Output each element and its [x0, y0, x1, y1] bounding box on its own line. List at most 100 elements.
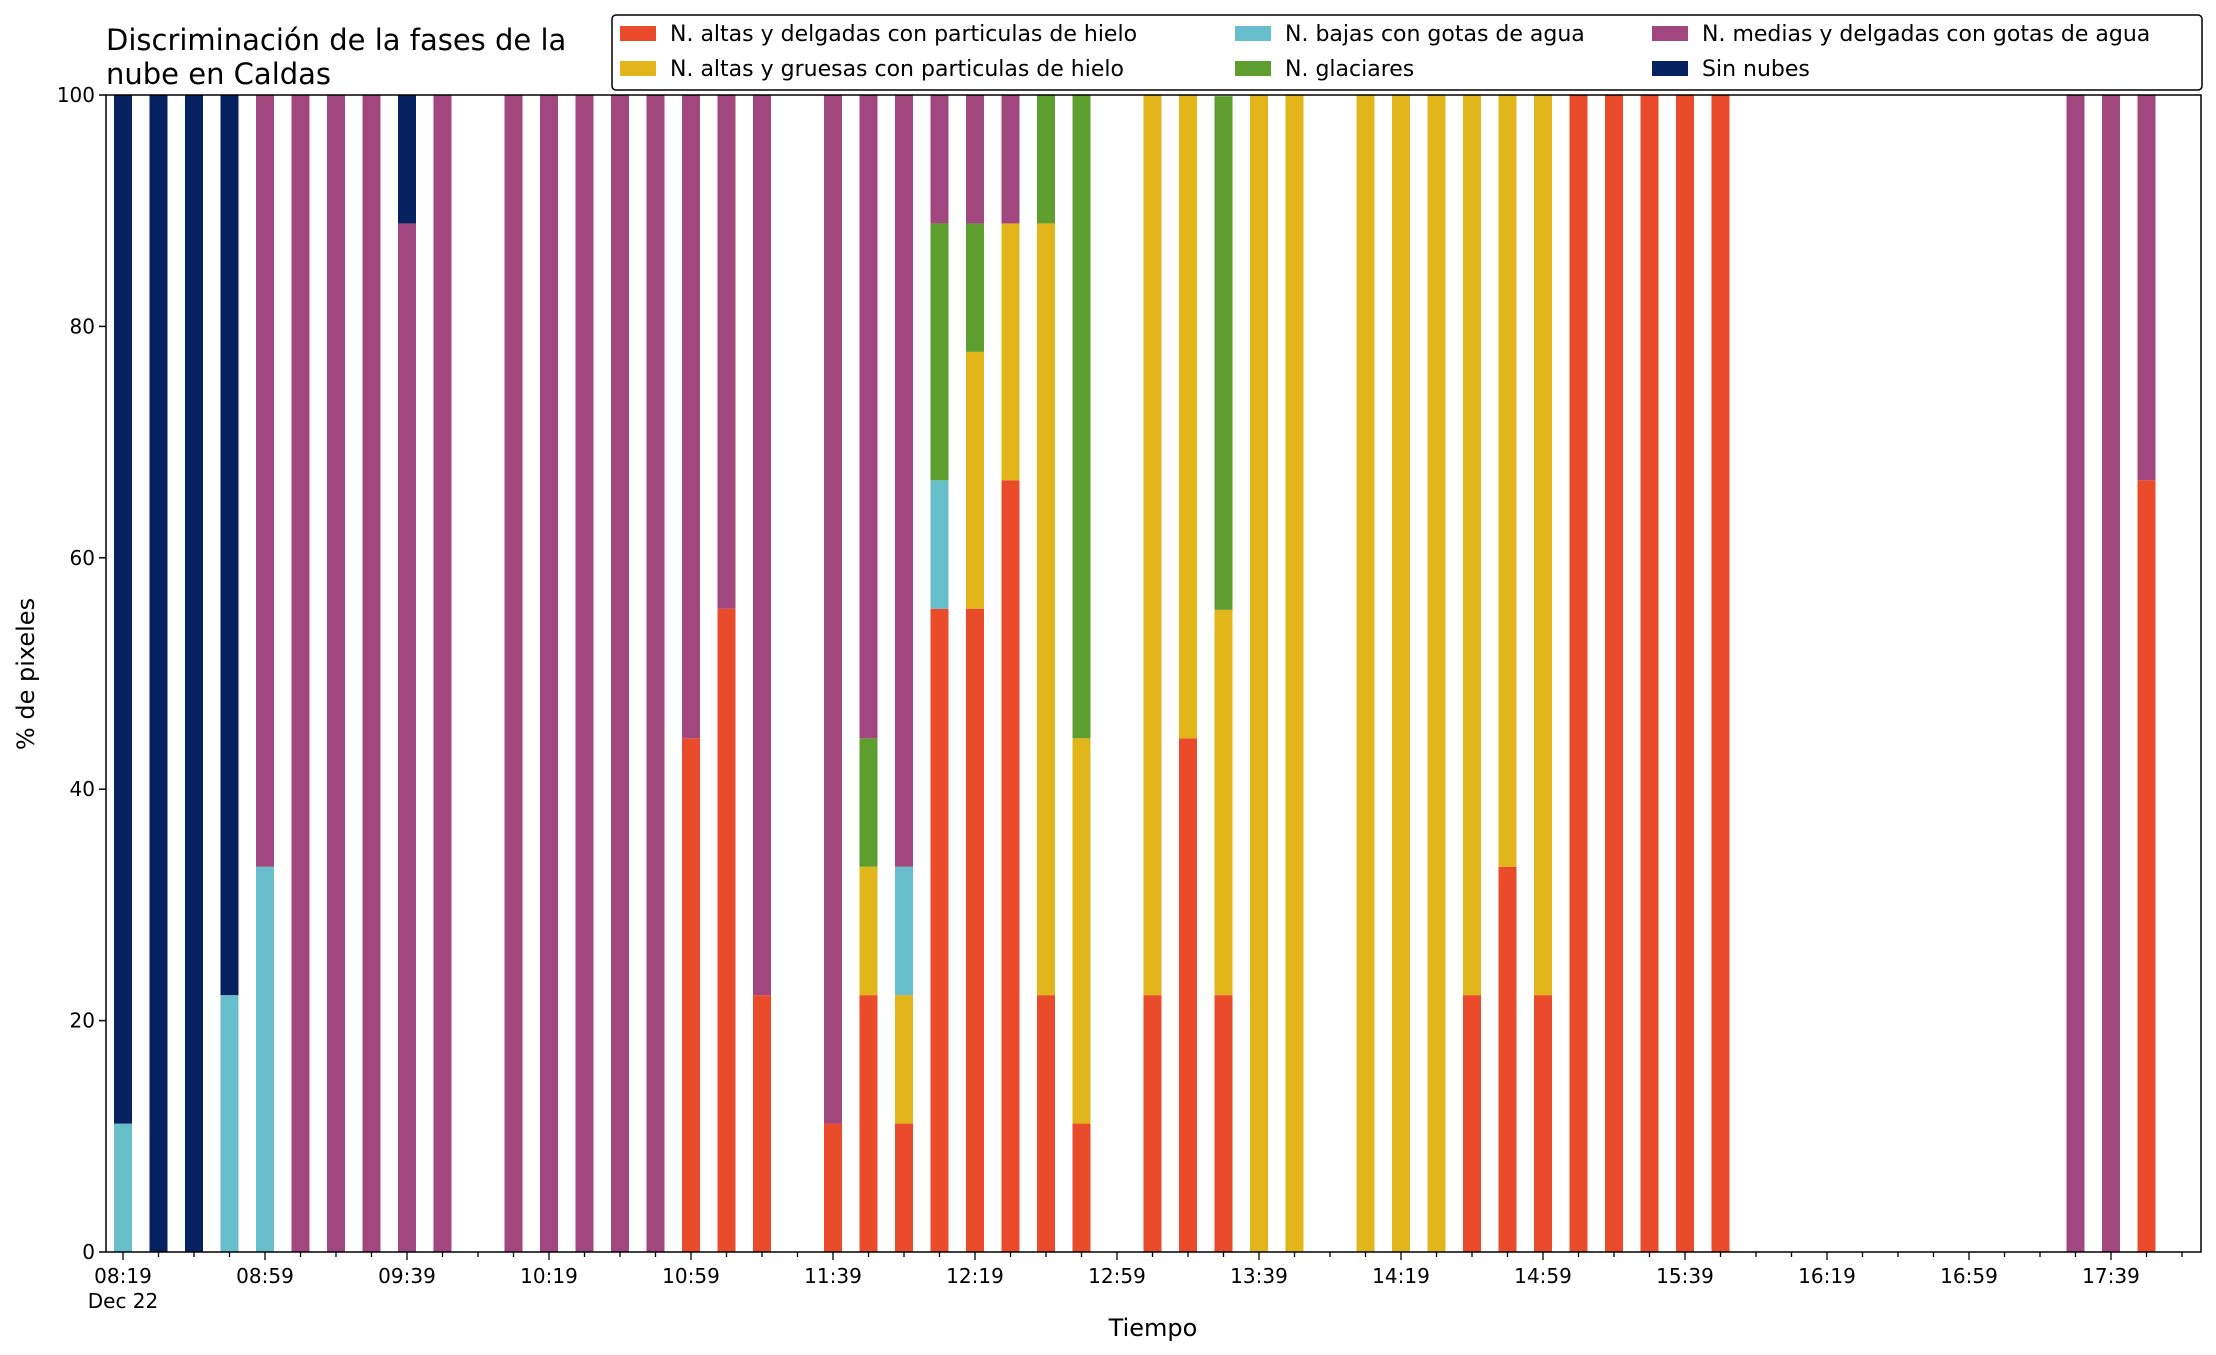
legend-entry-label: Sin nubes	[1702, 57, 1810, 82]
bar-segment	[859, 738, 878, 867]
bar-segment	[611, 95, 629, 1252]
legend-entry-label: N. glaciares	[1285, 57, 1414, 82]
bar-segment	[1072, 738, 1091, 1124]
bar-stack-1239	[1037, 95, 1055, 1252]
bar-segment	[1037, 95, 1055, 224]
legend-swatch	[620, 61, 656, 76]
bar-stack-1019	[540, 95, 558, 1252]
bar-segment	[717, 608, 736, 1252]
bar-stack-0849	[220, 95, 239, 1252]
legend-frame	[611, 14, 2203, 91]
bar-segment	[1250, 95, 1268, 1252]
bar-segment	[1498, 866, 1517, 1252]
bar-segment	[1534, 95, 1552, 996]
bar-segment	[185, 95, 203, 1252]
bar-segment	[1072, 95, 1091, 739]
bar-segment	[895, 995, 913, 1124]
bar-stack-1039	[611, 95, 629, 1252]
bar-stack-1029	[575, 95, 594, 1252]
bar-segment	[256, 95, 274, 867]
bar-stack-1139	[824, 95, 842, 1252]
bar-stack-1509	[1569, 95, 1588, 1252]
bar-segment	[575, 95, 594, 1252]
bar-segment	[930, 95, 949, 224]
y-tick-label: 60	[70, 546, 95, 570]
bar-segment	[930, 480, 949, 609]
legend-entry-label: N. bajas con gotas de agua	[1285, 22, 1585, 47]
bar-segment	[398, 95, 416, 224]
y-tick-label: 80	[70, 314, 95, 338]
bar-stack-1009	[504, 95, 523, 1252]
bar-segment	[256, 866, 274, 1252]
bar-stack-0919	[327, 95, 345, 1252]
x-tick-label: 10:59	[662, 1264, 720, 1288]
x-axis-label: Tiempo	[1108, 1314, 1198, 1342]
y-axis: 0 20 40 60 80 100	[57, 83, 106, 1264]
bar-stack-1059	[682, 95, 700, 1252]
bar-segment	[1072, 1123, 1091, 1252]
legend-swatch	[1652, 26, 1688, 41]
bar-stack-0829	[149, 95, 168, 1252]
plot-area-frame	[105, 94, 2202, 1253]
y-axis-label: % de pixeles	[12, 598, 40, 750]
legend-swatch	[1235, 26, 1271, 41]
bar-segment	[1640, 95, 1659, 1252]
bar-segment	[1143, 95, 1162, 996]
bars-layer	[114, 95, 2156, 1253]
bar-segment	[1711, 95, 1730, 1252]
bar-stack-1249	[1072, 95, 1091, 1252]
bar-segment	[1463, 995, 1481, 1252]
bar-stack-1119	[753, 95, 771, 1252]
bar-segment	[1214, 995, 1233, 1252]
x-tick-label: 16:19	[1798, 1264, 1856, 1288]
bar-stack-1419	[1392, 95, 1410, 1252]
bar-segment	[2137, 95, 2156, 481]
bar-segment	[682, 95, 700, 739]
bar-stack-1329	[1214, 96, 1233, 1252]
bar-segment	[291, 95, 310, 1252]
bar-stack-1109	[717, 95, 736, 1252]
bar-segment	[1179, 738, 1197, 1252]
bar-segment	[1001, 95, 1020, 224]
bar-segment	[824, 1123, 842, 1252]
bar-segment	[1356, 95, 1375, 1252]
legend-entry-label: N. altas y delgadas con particulas de hi…	[670, 22, 1137, 47]
legend-entry-label: N. medias y delgadas con gotas de agua	[1702, 22, 2150, 47]
bar-stack-1539	[1676, 95, 1694, 1252]
bar-segment	[327, 95, 345, 1252]
x-tick-label: 11:39	[804, 1264, 862, 1288]
x-tick-label: 08:59	[236, 1264, 294, 1288]
bar-stack-0949	[433, 95, 452, 1252]
bar-segment	[1143, 995, 1162, 1252]
bar-segment	[859, 866, 878, 996]
bar-segment	[966, 608, 984, 1252]
bar-stack-0929	[362, 95, 381, 1252]
bar-segment	[753, 95, 771, 996]
legend-swatch	[620, 26, 656, 41]
bar-segment	[930, 223, 949, 481]
bar-segment	[1392, 95, 1410, 1252]
chart-title-line-2: nube en Caldas	[106, 57, 331, 91]
bar-segment	[220, 95, 239, 996]
x-tick-label: 15:39	[1656, 1264, 1714, 1288]
bar-segment	[1037, 223, 1055, 996]
x-tick-label: 14:59	[1514, 1264, 1572, 1288]
x-tick-label: 10:19	[520, 1264, 578, 1288]
bar-stack-1449	[1498, 95, 1517, 1252]
bar-segment	[859, 95, 878, 739]
bar-segment	[966, 95, 984, 224]
bar-stack-1319	[1179, 95, 1197, 1252]
x-tick-label: 13:39	[1230, 1264, 1288, 1288]
y-tick-label: 0	[82, 1240, 95, 1264]
bar-stack-1149	[859, 95, 878, 1252]
legend-swatch	[1652, 61, 1688, 76]
x-tick-label: 14:19	[1372, 1264, 1430, 1288]
bar-segment	[1676, 95, 1694, 1252]
bar-segment	[398, 223, 416, 1253]
legend-swatch	[1235, 61, 1271, 76]
bar-stack-1739	[2102, 95, 2120, 1252]
bar-stack-1549	[1711, 95, 1730, 1252]
bar-segment	[149, 95, 168, 1252]
bar-segment	[1427, 95, 1446, 1252]
